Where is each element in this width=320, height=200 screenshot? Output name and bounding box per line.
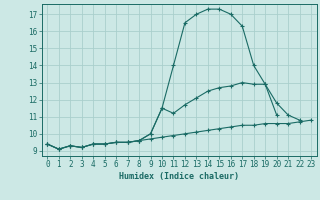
X-axis label: Humidex (Indice chaleur): Humidex (Indice chaleur) bbox=[119, 172, 239, 181]
